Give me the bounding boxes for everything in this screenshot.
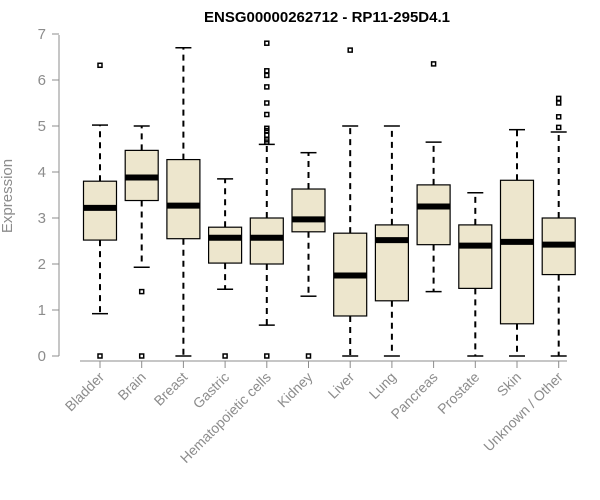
outlier-point <box>264 84 270 90</box>
y-tick-label: 4 <box>38 164 46 181</box>
outlier-point <box>555 124 562 131</box>
x-tick-label: Brain <box>114 369 148 403</box>
y-tick-label: 3 <box>38 210 46 227</box>
x-tick-label: Bladder <box>62 369 108 415</box>
box-group <box>499 128 535 357</box>
outlier-point <box>305 353 312 359</box>
outlier-point <box>97 62 103 69</box>
outlier-point <box>264 111 270 118</box>
box-group <box>291 151 326 359</box>
box-group <box>249 40 284 359</box>
box-group <box>82 62 118 359</box>
y-ticks: 0 1 2 3 4 5 6 7 <box>38 26 59 365</box>
outlier-point <box>264 72 270 79</box>
x-tick-label: Unknown / Other <box>480 369 566 455</box>
box-group <box>458 191 493 357</box>
y-axis-label: Expression <box>0 159 16 233</box>
box-group <box>416 61 451 293</box>
y-tick-label: 6 <box>38 72 46 89</box>
y-tick-label: 1 <box>38 302 46 319</box>
x-tick-label: Liver <box>325 369 358 402</box>
outlier-point <box>138 288 145 295</box>
box-body <box>416 184 451 246</box>
x-tick-label: Kidney <box>274 369 316 411</box>
outlier-point <box>97 353 103 359</box>
y-tick-label: 7 <box>38 26 46 43</box>
box-group <box>374 125 409 357</box>
box-body <box>374 224 409 302</box>
outlier-point <box>347 47 353 53</box>
box-group <box>333 47 368 357</box>
outlier-point <box>264 353 270 359</box>
boxes <box>82 40 576 359</box>
x-tick-label: Prostate <box>434 369 482 417</box>
box-body <box>458 224 493 289</box>
box-body <box>499 179 535 325</box>
x-tick-label: Lung <box>366 369 399 402</box>
box-body <box>166 158 201 240</box>
box-group <box>166 47 201 357</box>
y-tick-label: 0 <box>38 348 46 365</box>
outlier-point <box>264 40 270 46</box>
x-tick-label: Skin <box>494 369 525 400</box>
outlier-point <box>222 353 228 359</box>
outlier-point <box>555 95 562 102</box>
box-group <box>208 178 243 359</box>
box-body <box>291 188 326 233</box>
box-body <box>249 217 284 265</box>
box-body <box>208 226 243 264</box>
x-tick-label: Breast <box>151 369 191 409</box>
box-group <box>541 95 576 357</box>
y-tick-label: 2 <box>38 256 46 273</box>
chart-title: ENSG00000262712 - RP11-295D4.1 <box>204 9 450 26</box>
outlier-point <box>138 353 145 359</box>
outlier-point <box>264 132 270 138</box>
box-group <box>124 125 159 359</box>
outlier-point <box>264 68 270 74</box>
outlier-point <box>264 100 270 106</box>
outlier-point <box>430 61 437 67</box>
outlier-point <box>555 100 562 106</box>
outlier-point <box>264 139 270 145</box>
y-tick-label: 5 <box>38 118 46 135</box>
outlier-point <box>555 114 562 120</box>
